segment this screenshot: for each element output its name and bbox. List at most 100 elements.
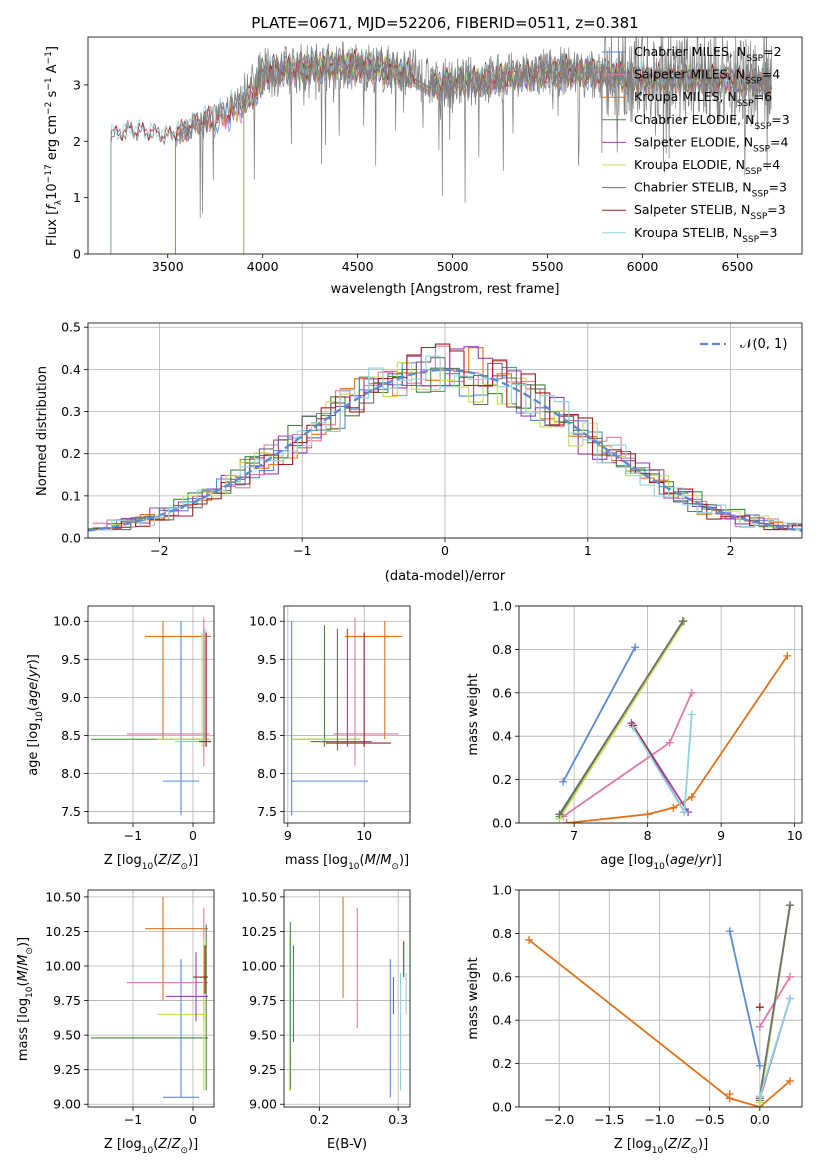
y-tick-label: 9.5 bbox=[257, 652, 277, 667]
age_vs_Z-axes: −1 0 7.5 8.0 8.5 9.0 9.5 10.0 bbox=[53, 605, 215, 843]
y-tick-label: 0.6 bbox=[492, 685, 512, 700]
residual-histogram-step bbox=[92, 346, 802, 529]
weight_vs_age-axes: 7 8 9 10 0.0 0.2 0.4 0.6 0.8 1.0 bbox=[492, 599, 803, 844]
y-tick-label: 0.0 bbox=[61, 531, 81, 546]
y-tick-label: 10.50 bbox=[241, 889, 277, 904]
weight_vs_age-plot bbox=[555, 617, 792, 823]
model-spectrum-line bbox=[110, 47, 772, 254]
x-tick-label: −2 bbox=[150, 543, 168, 558]
mass-weight-point bbox=[628, 723, 637, 732]
mass_vs_EBV-plot bbox=[288, 896, 407, 1098]
x-axis-label: (data-model)/error bbox=[385, 569, 506, 584]
mass_vs_Z-plot bbox=[91, 896, 208, 1098]
mass-weight-line bbox=[562, 646, 636, 783]
y-tick-label: 9.75 bbox=[53, 993, 81, 1008]
y-tick-label: 10.0 bbox=[53, 614, 81, 629]
residuals-axes: −2 −1 0 1 2 0.0 0.1 0.2 0.3 0.4 0.5 bbox=[61, 320, 803, 558]
y-tick-label: 9.00 bbox=[53, 1097, 81, 1112]
mass-weight-line bbox=[558, 620, 684, 815]
model-spectrum-line bbox=[110, 48, 772, 254]
y-tick-label: 10.00 bbox=[45, 959, 81, 974]
y-tick-label: 9.75 bbox=[249, 993, 277, 1008]
y-tick-label: 8.0 bbox=[61, 766, 81, 781]
mass-weight-point bbox=[725, 927, 734, 936]
y-tick-label: 10.25 bbox=[45, 924, 81, 939]
legend-entry: Kroupa ELODIE, NSSP=4 bbox=[634, 157, 780, 177]
x-tick-label: 2 bbox=[727, 543, 735, 558]
legend-entry: Chabrier MILES, NSSP=2 bbox=[634, 44, 782, 64]
y-tick-label: 0.4 bbox=[61, 362, 81, 377]
x-tick-label: −1.5 bbox=[594, 1112, 624, 1127]
y-tick-label: 8.0 bbox=[257, 766, 277, 781]
residuals-frame bbox=[87, 322, 803, 539]
spectrum-axes: 3500 4000 4500 5000 5500 6000 6500 0 1 2 3 bbox=[73, 36, 803, 274]
mass-weight-line bbox=[759, 905, 791, 1097]
y-tick-label: 0.4 bbox=[492, 1013, 512, 1028]
legend-entry: Kroupa MILES, NSSP=6 bbox=[634, 89, 772, 109]
x-axis-label: E(B-V) bbox=[327, 1137, 367, 1152]
x-tick-label: 8 bbox=[644, 828, 652, 843]
legend-entry: Salpeter STELIB, NSSP=3 bbox=[634, 202, 786, 222]
y-tick-label: 0.0 bbox=[492, 816, 512, 831]
mass-weight-line bbox=[728, 931, 761, 1066]
y-tick-label: 9.50 bbox=[53, 1028, 81, 1043]
mass-weight-point bbox=[555, 810, 564, 819]
x-axis-label: wavelength [Angstrom, rest frame] bbox=[331, 282, 560, 297]
x-tick-label: −0.5 bbox=[694, 1112, 724, 1127]
y-tick-label: 9.0 bbox=[257, 690, 277, 705]
x-tick-label: 9 bbox=[284, 828, 292, 843]
y-tick-label: 0.3 bbox=[61, 404, 81, 419]
y-tick-label: 0.2 bbox=[61, 446, 81, 461]
y-tick-label: 0.2 bbox=[492, 772, 512, 787]
x-tick-label: 1 bbox=[584, 543, 592, 558]
residuals-plot bbox=[88, 343, 802, 532]
x-tick-label: 0.3 bbox=[388, 1112, 408, 1127]
mass-weight-point bbox=[631, 643, 640, 652]
y-tick-label: 10.25 bbox=[241, 924, 277, 939]
age_vs_mass-frame bbox=[283, 605, 411, 824]
mass-weight-point bbox=[755, 1022, 764, 1031]
mass-weight-point bbox=[687, 792, 696, 801]
y-tick-label: 0.2 bbox=[492, 1056, 512, 1071]
y-tick-label: 0.6 bbox=[492, 969, 512, 984]
y-axis-label: Normed distribution bbox=[35, 366, 50, 496]
y-tick-label: 9.25 bbox=[249, 1062, 277, 1077]
legend-entry: Chabrier ELODIE, NSSP=3 bbox=[634, 112, 790, 132]
age_vs_mass-plot bbox=[291, 617, 403, 816]
x-tick-label: 4500 bbox=[342, 259, 374, 274]
y-tick-label: 9.50 bbox=[249, 1028, 277, 1043]
x-tick-label: 6500 bbox=[722, 259, 754, 274]
y-tick-label: 0.0 bbox=[492, 1100, 512, 1115]
mass-weight-line bbox=[558, 620, 686, 820]
y-tick-label: 9.25 bbox=[53, 1062, 81, 1077]
weight_vs_Z-axes: −2.0 −1.5 −1.0 −0.5 0.0 0.0 0.2 0.4 0.6 0.8 1.0 bbox=[492, 883, 803, 1127]
normal-legend-label: 𝒩(0, 1) bbox=[740, 337, 787, 352]
residual-histogram-step bbox=[92, 343, 802, 531]
legend: Chabrier MILES, NSSP=2 Salpeter MILES, NS… bbox=[602, 44, 790, 245]
mass-weight-point bbox=[665, 738, 674, 747]
mass-weight-point bbox=[785, 901, 794, 910]
spectrum-frame bbox=[87, 36, 803, 255]
y-tick-label: 1.0 bbox=[492, 599, 512, 614]
model-spectrum-line bbox=[243, 49, 772, 254]
legend-entry: Salpeter ELODIE, NSSP=4 bbox=[634, 134, 789, 154]
x-tick-label: 10 bbox=[787, 828, 803, 843]
mass-weight-point bbox=[559, 777, 568, 786]
y-tick-label: 10.00 bbox=[241, 959, 277, 974]
x-axis-label: Z [log10(Z/Z⊙)] bbox=[104, 853, 198, 872]
y-tick-label: 7.5 bbox=[257, 804, 277, 819]
age_vs_mass-axes: 9 10 7.5 8.0 8.5 9.0 9.5 10.0 bbox=[249, 605, 411, 843]
y-tick-label: 1.0 bbox=[492, 883, 512, 898]
mass-weight-point bbox=[678, 617, 687, 626]
normal-distribution-curve bbox=[88, 368, 802, 532]
mass-weight-line bbox=[566, 655, 789, 823]
x-tick-label: −1.0 bbox=[644, 1112, 674, 1127]
mass-weight-point bbox=[725, 1089, 734, 1098]
y-tick-label: 0 bbox=[73, 247, 81, 262]
mass-weight-point bbox=[562, 819, 571, 823]
x-tick-label: 0 bbox=[441, 543, 449, 558]
mass-weight-point bbox=[785, 972, 794, 981]
x-tick-label: 4000 bbox=[247, 259, 279, 274]
x-tick-label: 9 bbox=[717, 828, 725, 843]
